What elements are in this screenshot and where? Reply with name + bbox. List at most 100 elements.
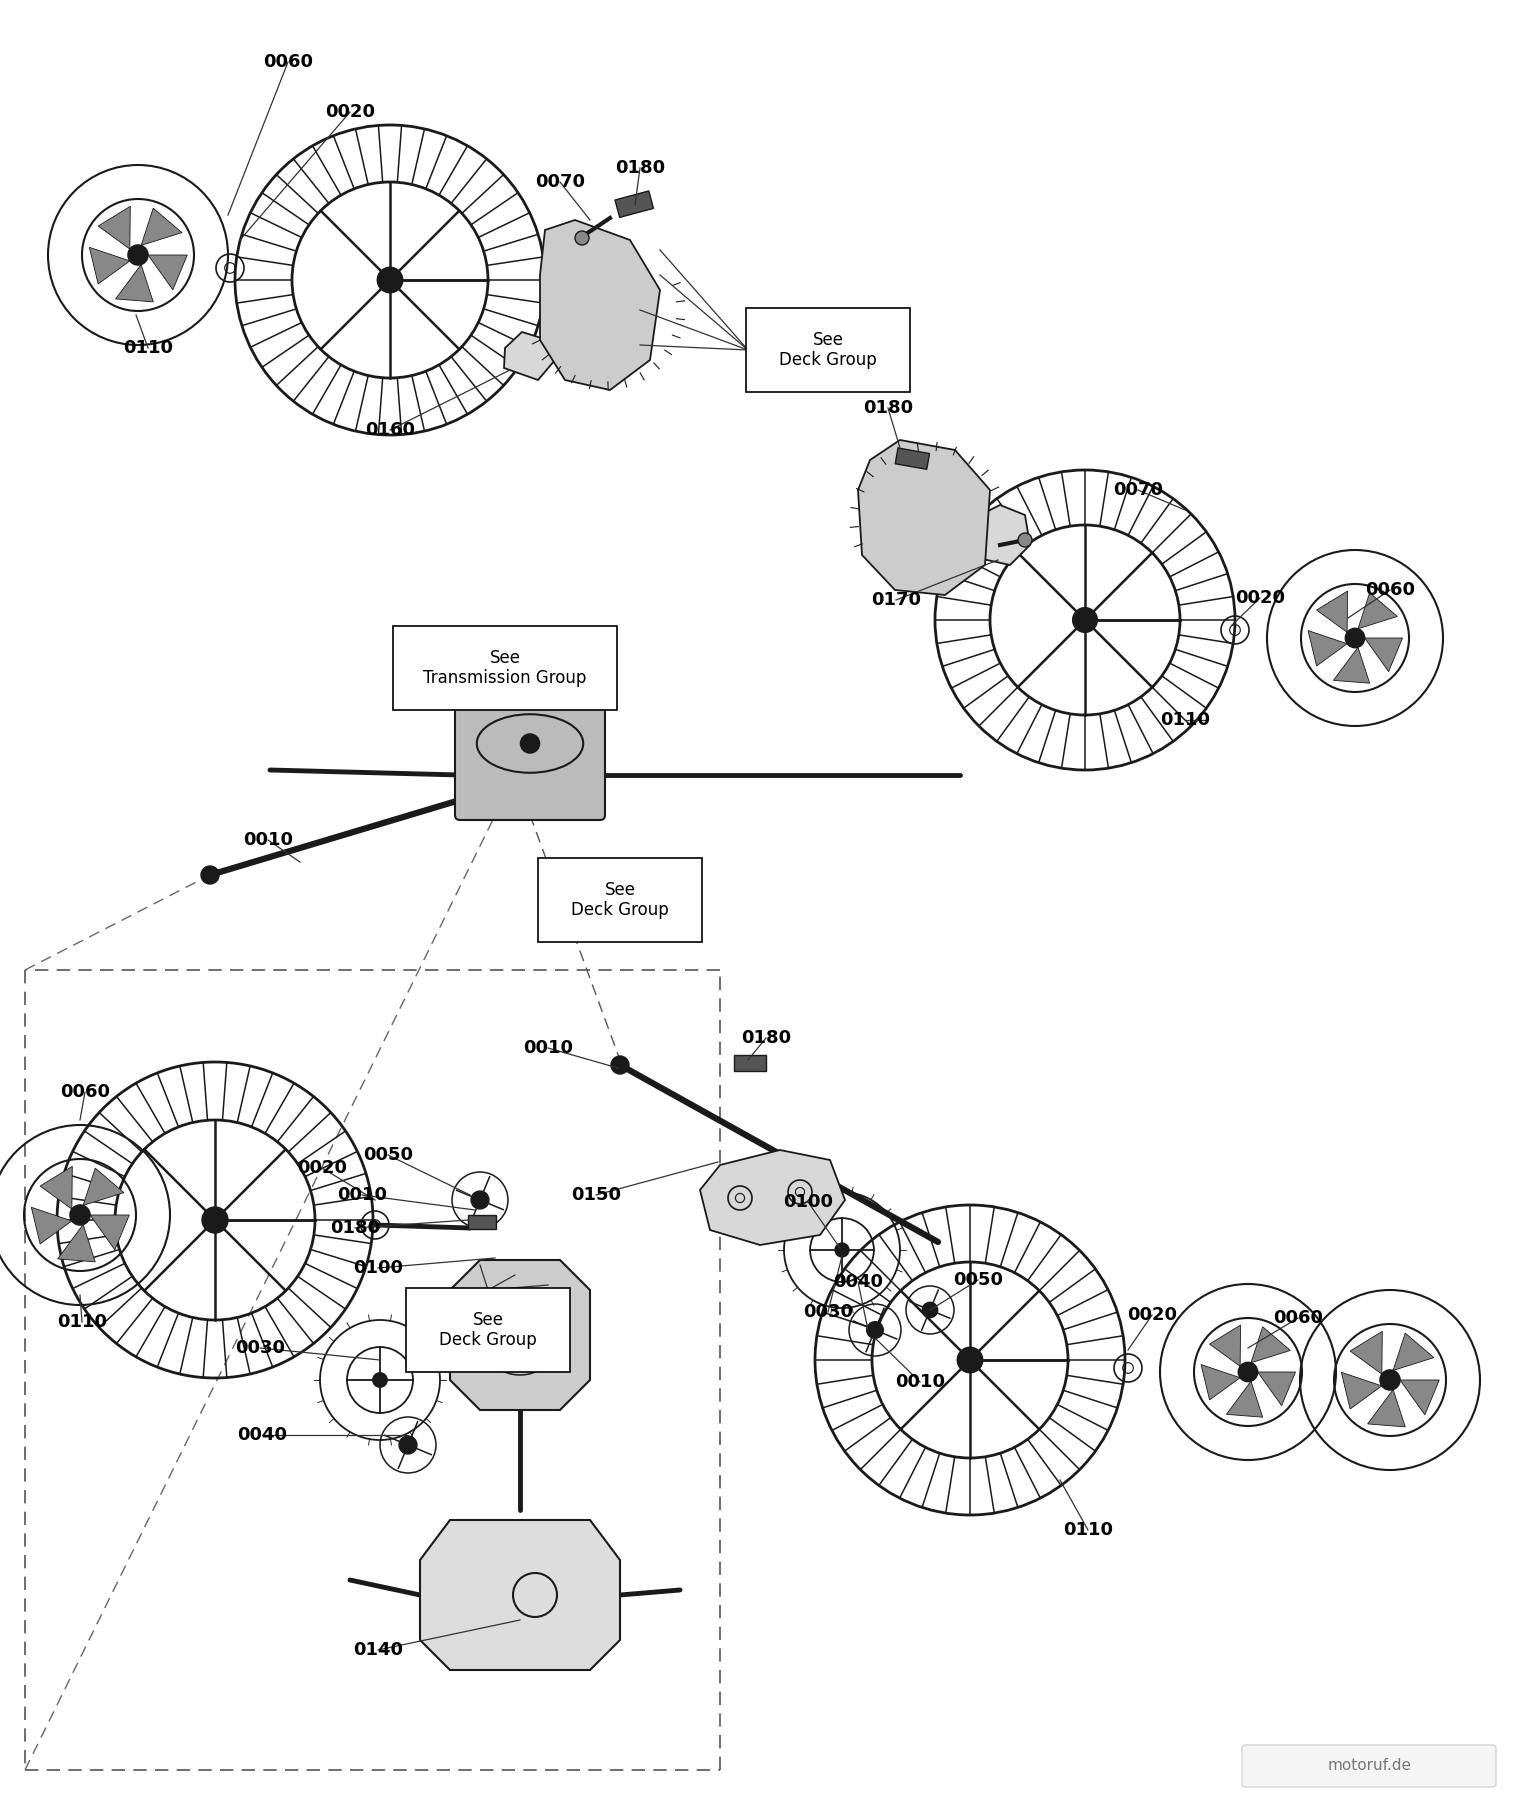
Circle shape xyxy=(472,1192,488,1210)
Text: 0060: 0060 xyxy=(262,52,313,70)
Circle shape xyxy=(201,866,220,884)
Polygon shape xyxy=(82,1168,124,1206)
Text: 0180: 0180 xyxy=(330,1219,380,1237)
Polygon shape xyxy=(1317,590,1347,632)
Text: 0180: 0180 xyxy=(862,400,913,418)
Polygon shape xyxy=(1201,1364,1241,1400)
Polygon shape xyxy=(58,1224,95,1262)
Polygon shape xyxy=(1308,630,1347,666)
Text: motoruf.de: motoruf.de xyxy=(1328,1759,1412,1773)
FancyBboxPatch shape xyxy=(746,308,909,392)
Polygon shape xyxy=(420,1519,620,1670)
Polygon shape xyxy=(504,331,555,380)
Text: 0010: 0010 xyxy=(523,1039,572,1057)
Polygon shape xyxy=(90,247,130,284)
Circle shape xyxy=(1238,1363,1257,1382)
Text: 0060: 0060 xyxy=(60,1084,110,1102)
Circle shape xyxy=(70,1204,90,1226)
Circle shape xyxy=(1018,533,1032,547)
Text: 0070: 0070 xyxy=(1112,481,1163,499)
Polygon shape xyxy=(1210,1325,1241,1366)
Text: 0110: 0110 xyxy=(56,1312,107,1330)
Polygon shape xyxy=(1257,1372,1296,1406)
Bar xyxy=(734,1055,766,1071)
Circle shape xyxy=(520,734,540,752)
Text: 0100: 0100 xyxy=(783,1193,833,1211)
Text: 0060: 0060 xyxy=(1273,1309,1323,1327)
Polygon shape xyxy=(1364,637,1402,671)
Text: 0180: 0180 xyxy=(742,1030,790,1048)
Polygon shape xyxy=(32,1208,72,1244)
Circle shape xyxy=(922,1303,937,1318)
Polygon shape xyxy=(1358,592,1398,628)
Text: See
Transmission Group: See Transmission Group xyxy=(423,648,586,688)
Text: 0140: 0140 xyxy=(353,1642,403,1660)
Circle shape xyxy=(610,1057,629,1075)
Text: 0070: 0070 xyxy=(536,173,584,191)
Text: 0110: 0110 xyxy=(1160,711,1210,729)
Circle shape xyxy=(1380,1370,1399,1390)
Text: 0050: 0050 xyxy=(954,1271,1003,1289)
Text: See
Deck Group: See Deck Group xyxy=(571,880,668,920)
FancyBboxPatch shape xyxy=(394,626,617,709)
Text: See
Deck Group: See Deck Group xyxy=(439,1310,537,1350)
Polygon shape xyxy=(116,265,153,302)
Polygon shape xyxy=(858,439,990,596)
Text: 0110: 0110 xyxy=(124,338,172,356)
Polygon shape xyxy=(40,1166,72,1210)
Polygon shape xyxy=(140,209,182,245)
Text: 0020: 0020 xyxy=(1235,589,1285,607)
Text: 0180: 0180 xyxy=(615,158,665,176)
Circle shape xyxy=(201,1208,227,1233)
Polygon shape xyxy=(1367,1390,1405,1427)
Text: 0110: 0110 xyxy=(1064,1521,1112,1539)
FancyBboxPatch shape xyxy=(1242,1744,1495,1787)
Polygon shape xyxy=(148,256,188,290)
Circle shape xyxy=(867,1321,884,1339)
Text: 0020: 0020 xyxy=(325,103,375,121)
Polygon shape xyxy=(700,1150,845,1246)
Polygon shape xyxy=(450,1260,591,1409)
Text: 0030: 0030 xyxy=(235,1339,285,1357)
Circle shape xyxy=(372,1373,388,1388)
Polygon shape xyxy=(1334,648,1370,684)
Text: 0010: 0010 xyxy=(337,1186,388,1204)
Text: 0010: 0010 xyxy=(896,1373,945,1391)
Text: 0050: 0050 xyxy=(363,1147,414,1165)
Text: 0030: 0030 xyxy=(803,1303,853,1321)
Circle shape xyxy=(957,1346,983,1373)
Bar xyxy=(615,191,653,218)
Polygon shape xyxy=(1351,1332,1383,1373)
FancyBboxPatch shape xyxy=(455,700,604,821)
Circle shape xyxy=(1346,628,1364,648)
Circle shape xyxy=(377,266,403,293)
Polygon shape xyxy=(1341,1372,1383,1409)
FancyBboxPatch shape xyxy=(539,859,702,941)
Text: 0010: 0010 xyxy=(243,832,293,850)
Circle shape xyxy=(575,230,589,245)
Circle shape xyxy=(835,1244,848,1256)
Text: 0040: 0040 xyxy=(833,1273,884,1291)
Text: 0020: 0020 xyxy=(298,1159,346,1177)
Polygon shape xyxy=(1227,1381,1262,1417)
Text: 0040: 0040 xyxy=(237,1426,287,1444)
Text: See
Deck Group: See Deck Group xyxy=(780,331,877,369)
Circle shape xyxy=(398,1436,417,1454)
Bar xyxy=(468,1215,496,1229)
Text: 0160: 0160 xyxy=(365,421,415,439)
Polygon shape xyxy=(98,207,130,248)
Circle shape xyxy=(1073,608,1097,632)
Polygon shape xyxy=(1251,1327,1291,1363)
Polygon shape xyxy=(540,220,661,391)
FancyBboxPatch shape xyxy=(406,1289,571,1372)
Polygon shape xyxy=(971,506,1030,565)
Text: 0060: 0060 xyxy=(1364,581,1415,599)
Bar xyxy=(896,448,929,470)
Polygon shape xyxy=(1399,1381,1439,1415)
Text: 0020: 0020 xyxy=(1128,1307,1177,1325)
Polygon shape xyxy=(90,1215,130,1249)
Circle shape xyxy=(128,245,148,265)
Circle shape xyxy=(507,1323,533,1348)
Polygon shape xyxy=(1393,1334,1434,1370)
Text: 0100: 0100 xyxy=(353,1258,403,1276)
